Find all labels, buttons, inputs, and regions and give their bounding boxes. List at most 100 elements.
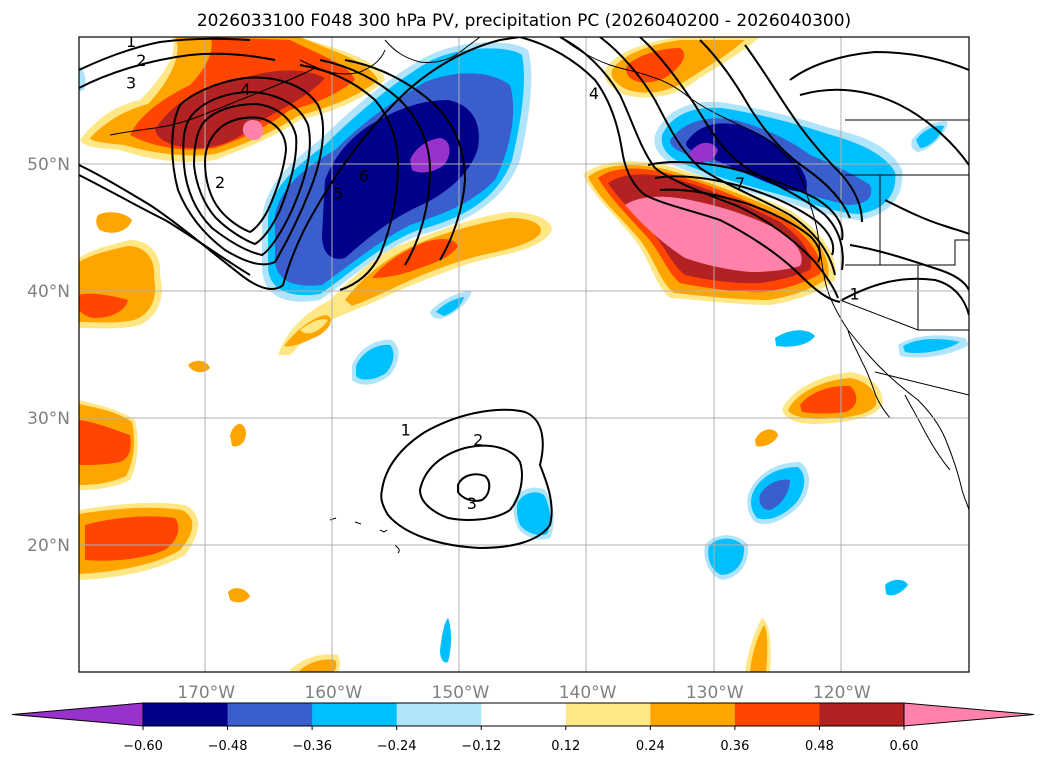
pv-contour-16 bbox=[699, 39, 851, 219]
shade-positive bbox=[300, 319, 328, 334]
colorbar-segment bbox=[650, 703, 736, 726]
border-states bbox=[879, 175, 969, 266]
colorbar-tick-label: 0.48 bbox=[805, 739, 834, 754]
shade-negative bbox=[436, 297, 464, 316]
shade-negative bbox=[516, 492, 551, 535]
pv-contour-label: 1 bbox=[849, 285, 859, 304]
shade-negative bbox=[440, 618, 451, 663]
x-tick-label: 140°W bbox=[559, 683, 617, 703]
shade-positive bbox=[85, 516, 179, 561]
pv-contour-8 bbox=[319, 59, 432, 266]
x-axis-ticks: 170°W 160°W 150°W 140°W 130°W 120°W bbox=[177, 683, 871, 703]
shade-positive bbox=[300, 659, 337, 672]
shade-positive bbox=[625, 196, 802, 272]
pv-contour-9 bbox=[344, 59, 467, 261]
pv-contour-label: 1 bbox=[126, 32, 136, 51]
y-tick-label: 30°N bbox=[27, 409, 70, 429]
colorbar: −0.60 −0.48 −0.36 −0.24 −0.12 0.12 0.24 0.36 0.4… bbox=[11, 702, 1035, 754]
pv-contour-22 bbox=[799, 88, 969, 166]
colorbar-tick-label: −0.48 bbox=[208, 739, 248, 754]
coastline-baja bbox=[847, 329, 891, 419]
pv-contour-10 bbox=[79, 37, 251, 71]
pv-contour-4 bbox=[182, 90, 311, 257]
pv-contour-label: 2 bbox=[136, 51, 146, 70]
pv-contour-27 bbox=[418, 444, 523, 521]
pv-contour-7 bbox=[299, 64, 400, 291]
shade-positive bbox=[79, 420, 131, 465]
colorbar-tick-label: −0.12 bbox=[461, 739, 501, 754]
colorbar-tick-label: 0.24 bbox=[636, 739, 665, 754]
shade-positive bbox=[96, 212, 132, 233]
coastlines bbox=[109, 37, 969, 554]
pv-contour-21 bbox=[789, 50, 969, 81]
shade-negative bbox=[356, 344, 394, 380]
pv-contour-25 bbox=[884, 199, 969, 235]
pv-contour-26 bbox=[380, 408, 553, 550]
coastline-north-america bbox=[559, 37, 969, 511]
pv-contour-15 bbox=[639, 37, 844, 271]
pv-contour-label: 2 bbox=[473, 431, 483, 450]
pv-contour-label: 4 bbox=[589, 84, 599, 103]
shade-positive bbox=[750, 625, 768, 672]
shade-positive bbox=[372, 238, 458, 278]
y-tick-label: 20°N bbox=[27, 536, 70, 556]
colorbar-segment bbox=[734, 703, 820, 726]
shade-positive bbox=[626, 48, 685, 83]
pv-contour-label: 4 bbox=[240, 80, 250, 99]
x-tick-label: 120°W bbox=[813, 683, 871, 703]
shade-negative bbox=[686, 123, 807, 192]
pv-contour-23 bbox=[841, 277, 969, 316]
border-us-mexico bbox=[874, 371, 969, 396]
colorbar-tick-label: −0.36 bbox=[292, 739, 332, 754]
x-tick-label: 160°W bbox=[304, 683, 362, 703]
pv-contour-5 bbox=[192, 102, 298, 246]
pv-contour-label: 3 bbox=[467, 494, 477, 513]
colorbar-segment bbox=[565, 703, 651, 726]
pv-contour-28 bbox=[457, 473, 491, 502]
colorbar-segment bbox=[143, 703, 229, 726]
y-tick-label: 50°N bbox=[27, 155, 70, 175]
x-tick-label: 130°W bbox=[686, 683, 744, 703]
pv-contour-label: 3 bbox=[126, 74, 136, 93]
coastline-hawaii bbox=[329, 517, 400, 554]
chart-title: 2026033100 F048 300 hPa PV, precipitatio… bbox=[197, 11, 851, 31]
colorbar-tick-label: 0.12 bbox=[551, 739, 580, 754]
shade-positive bbox=[800, 385, 857, 414]
y-axis-ticks: 50°N 40°N 30°N 20°N bbox=[27, 155, 70, 556]
pv-contour-label: 7 bbox=[735, 174, 745, 193]
coastline-gulf bbox=[904, 394, 951, 471]
pv-contour-17 bbox=[744, 44, 863, 223]
shade-negative bbox=[708, 538, 745, 575]
pv-contour-20 bbox=[659, 188, 821, 263]
pv-contour-12 bbox=[519, 37, 841, 303]
colorbar-tick-label: 0.60 bbox=[890, 739, 919, 754]
colorbar-extend-min bbox=[11, 702, 144, 727]
x-tick-label: 150°W bbox=[432, 683, 490, 703]
coastline-aleutian-chain bbox=[109, 67, 316, 136]
pv-contour-6 bbox=[203, 116, 288, 234]
shade-negative bbox=[759, 479, 790, 510]
shade-positive bbox=[230, 424, 246, 447]
shade-negative bbox=[903, 338, 960, 353]
shade-positive bbox=[79, 293, 128, 318]
shade-positive bbox=[228, 588, 250, 603]
colorbar-extend-max bbox=[903, 702, 1035, 727]
colorbar-tick-label: −0.60 bbox=[123, 739, 163, 754]
pv-contour-24 bbox=[849, 244, 969, 291]
colorbar-segment bbox=[312, 703, 398, 726]
pv-contour-label: 5 bbox=[333, 184, 343, 203]
shade-negative bbox=[689, 142, 718, 163]
gridlines bbox=[79, 37, 969, 672]
map-frame bbox=[78, 36, 970, 673]
shade-positive bbox=[242, 120, 264, 140]
colorbar-segment bbox=[481, 703, 567, 726]
x-tick-label: 170°W bbox=[177, 683, 235, 703]
pv-contour-3 bbox=[171, 76, 324, 266]
pv-contour-label: 2 bbox=[215, 173, 225, 192]
colorbar-segment bbox=[396, 703, 482, 726]
colorbar-segment bbox=[227, 703, 313, 726]
